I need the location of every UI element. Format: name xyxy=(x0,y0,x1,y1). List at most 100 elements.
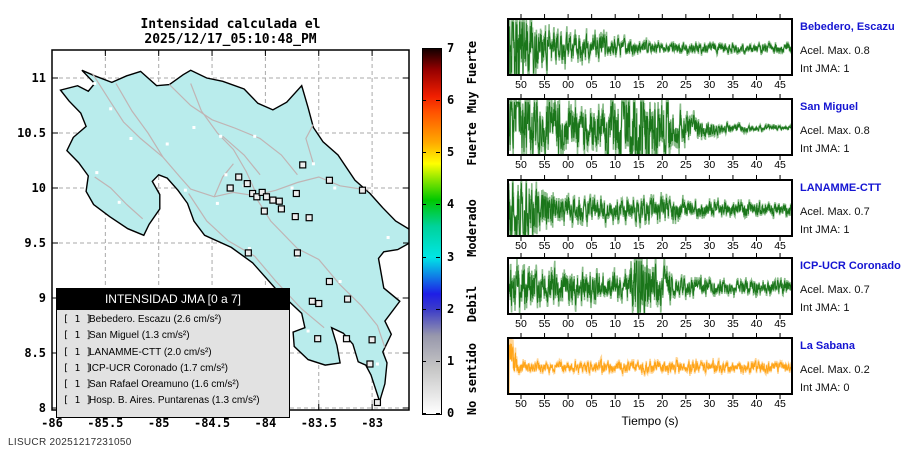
colorbar-tick xyxy=(436,360,440,362)
station-marker xyxy=(373,398,382,407)
road-line xyxy=(94,176,144,220)
city-marker xyxy=(311,162,315,166)
colorbar-tick xyxy=(422,100,426,102)
time-tick-row: 50 55 00 05 10 15 20 25 30 35 40 45 xyxy=(506,318,794,330)
intensity-category-label: Fuerte xyxy=(465,122,479,167)
legend-row: [ 1 ] San Miguel (1.3 cm/s²) xyxy=(63,330,284,346)
time-tick-label: 20 xyxy=(656,240,669,252)
legend-station: ICP-UCR Coronado (1.7 cm/s²) xyxy=(89,362,228,374)
legend-intensity: [ 1 ] xyxy=(63,379,92,391)
road-line xyxy=(168,84,298,176)
seismogram-5 xyxy=(507,333,793,399)
station-marker xyxy=(368,336,376,344)
road-line xyxy=(91,73,255,198)
time-tick-label: 35 xyxy=(727,79,739,91)
station-marker xyxy=(293,249,302,257)
seismogram-3 xyxy=(507,175,793,241)
time-tick-label: 05 xyxy=(585,159,598,171)
x-tick-label: -86 xyxy=(41,416,63,430)
city-marker xyxy=(109,107,113,111)
time-tick-label: 55 xyxy=(538,240,551,252)
station-marker xyxy=(343,295,352,303)
station-marker xyxy=(315,299,323,308)
acel-max-label: Acel. Max. 0.2 xyxy=(800,364,870,376)
colorbar-tick xyxy=(422,204,426,206)
intensity-legend: INTENSIDAD JMA [0 a 7] [ 1 ] Bebedero. Es… xyxy=(56,288,290,418)
time-tick-label: 20 xyxy=(656,79,669,91)
road-line xyxy=(222,135,261,176)
station-marker xyxy=(262,193,271,201)
int-jma-label: Int JMA: 1 xyxy=(800,63,850,75)
acel-max-label: Acel. Max. 0.8 xyxy=(800,45,870,57)
colorbar-tick xyxy=(436,48,440,49)
city-marker xyxy=(95,171,99,175)
watermark-text: LISUCR 20251217231050 xyxy=(8,437,132,448)
station-marker xyxy=(308,297,316,305)
time-tick-label: 10 xyxy=(609,398,622,410)
colorbar-tick xyxy=(422,48,426,49)
time-tick-label: 45 xyxy=(774,159,786,171)
road-line xyxy=(188,193,325,329)
station-marker xyxy=(358,186,367,194)
acel-max-label: Acel. Max. 0.7 xyxy=(800,284,870,296)
seismogram-border xyxy=(507,337,793,395)
country-outline xyxy=(59,69,409,404)
time-tick-label: 20 xyxy=(656,159,669,171)
legend-title: INTENSIDAD JMA [0 a 7] xyxy=(57,289,289,310)
colorbar-tick-label: 1 xyxy=(447,353,455,368)
time-tick-label: 25 xyxy=(680,79,692,91)
colorbar-tick xyxy=(422,308,426,310)
x-tick-label: -84 xyxy=(254,416,277,430)
time-tick-label: 55 xyxy=(538,159,551,171)
seismogram-border xyxy=(507,257,793,315)
y-tick-label: 10 xyxy=(31,181,46,195)
station-name: LANAMME-CTT xyxy=(800,182,882,194)
city-marker xyxy=(192,126,196,129)
y-tick-label: 9.5 xyxy=(24,236,46,250)
time-tick-label: 35 xyxy=(727,159,739,171)
legend-row: [ 1 ] Hosp. B. Aires. Puntarenas (1.3 cm/… xyxy=(63,395,284,411)
colorbar-tick xyxy=(436,204,440,206)
colorbar-tick xyxy=(436,152,440,154)
city-marker xyxy=(253,134,257,138)
station-marker xyxy=(342,335,351,343)
time-tick-label: 25 xyxy=(680,398,692,410)
station-marker xyxy=(275,197,283,205)
city-marker xyxy=(165,142,169,146)
time-tick-label: 35 xyxy=(727,318,739,330)
time-tick-label: 05 xyxy=(585,79,598,91)
waveform-trace xyxy=(508,101,792,154)
time-tick-label: 50 xyxy=(515,240,527,252)
time-tick-label: 15 xyxy=(632,398,645,410)
int-jma-label: Int JMA: 1 xyxy=(800,143,850,155)
y-tick-label: 8 xyxy=(38,401,46,415)
time-tick-label: 25 xyxy=(680,159,692,171)
legend-row: [ 1 ] Bebedero. Escazu (2.6 cm/s²) xyxy=(63,314,284,330)
time-tick-label: 40 xyxy=(750,159,763,171)
y-tick-label: 11 xyxy=(31,71,46,85)
station-marker xyxy=(244,249,252,257)
time-tick-label: 30 xyxy=(703,240,716,252)
time-tick-label: 40 xyxy=(750,240,763,252)
station-name: La Sabana xyxy=(800,340,856,352)
time-tick-label: 00 xyxy=(562,79,574,91)
legend-rows: [ 1 ] Bebedero. Escazu (2.6 cm/s²) [ 1 ] S… xyxy=(57,310,289,417)
x-tick-label: -83.5 xyxy=(300,416,337,430)
legend-row: [ 1 ] San Rafael Oreamuno (1.6 cm/s²) xyxy=(63,379,284,395)
colorbar-tick-label: 7 xyxy=(447,41,455,55)
legend-intensity: [ 1 ] xyxy=(63,330,92,342)
station-marker xyxy=(269,196,277,204)
legend-row: [ 1 ] LANAMME-CTT (2.0 cm/s²) xyxy=(63,347,284,363)
intensity-category-label: Muy Fuerte xyxy=(465,40,479,113)
station-marker xyxy=(299,161,307,169)
time-tick-label: 50 xyxy=(515,79,527,91)
y-tick-label: 9 xyxy=(38,291,46,305)
road-line xyxy=(254,195,386,348)
city-marker xyxy=(386,236,390,239)
city-marker xyxy=(290,186,294,190)
colorbar-tick xyxy=(436,308,440,310)
colorbar-tick xyxy=(422,256,426,258)
time-tick-label: 00 xyxy=(562,318,574,330)
station-marker xyxy=(325,277,334,286)
